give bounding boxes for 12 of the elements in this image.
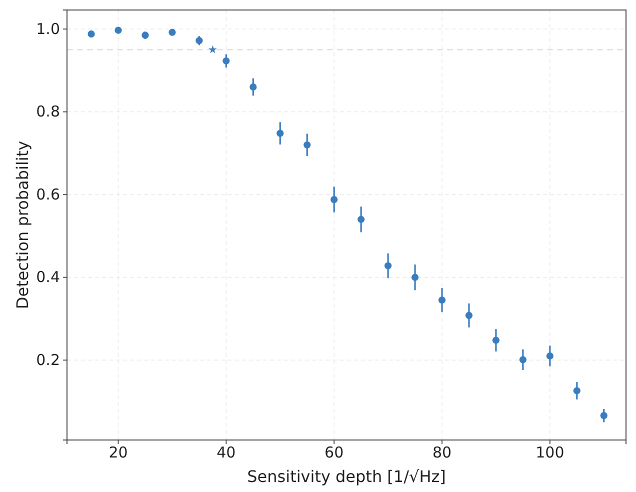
- y-tick-label: 0.8: [36, 102, 60, 121]
- x-tick-label: 40: [216, 444, 236, 462]
- y-tick-label: 1.0: [36, 20, 60, 38]
- x-tick-label: 20: [108, 444, 128, 462]
- y-tick-label: 0.2: [36, 350, 60, 369]
- y-tick-label: 0.4: [36, 268, 60, 286]
- x-tick-label: 80: [432, 444, 452, 462]
- y-tick-label: 0.6: [36, 185, 60, 204]
- x-tick-label: 100: [536, 444, 564, 462]
- x-axis-title: Sensitivity depth [1/√Hz]: [247, 467, 446, 486]
- x-tick-label: 60: [324, 444, 344, 462]
- y-axis-title: Detection probability: [13, 140, 32, 310]
